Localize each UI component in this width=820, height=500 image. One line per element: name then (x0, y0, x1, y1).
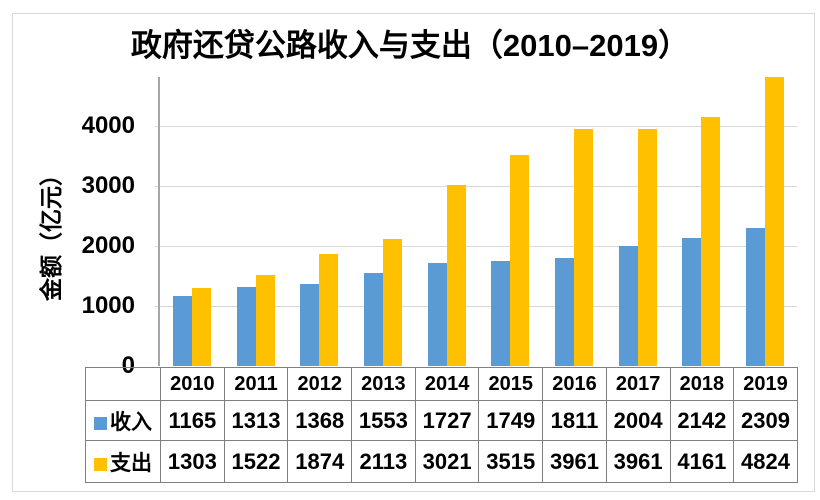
value-cell: 1522 (223, 440, 289, 483)
gridline (155, 305, 797, 307)
bar-expense (510, 155, 530, 366)
y-tick-label: 2000 (81, 232, 135, 260)
bar-income (746, 227, 766, 366)
bar-expense (446, 185, 466, 366)
value-cell: 1874 (287, 440, 353, 483)
value-cell: 1749 (478, 400, 544, 441)
bar-expense (191, 287, 211, 366)
bar-expense (765, 77, 785, 366)
bar-income (555, 257, 575, 366)
year-header-cell: 2018 (669, 367, 735, 401)
value-cell: 2004 (605, 400, 671, 441)
value-cell: 3961 (542, 440, 607, 483)
year-header-cell: 2014 (414, 367, 480, 401)
value-cell: 1303 (160, 440, 225, 483)
value-cell: 3515 (478, 440, 544, 483)
year-header-cell: 2012 (287, 367, 353, 401)
bar-expense (574, 128, 594, 366)
value-cell: 4824 (733, 440, 798, 483)
gridline (155, 245, 797, 247)
year-header-cell: 2013 (351, 367, 416, 401)
bar-income (236, 287, 256, 366)
data-table: 2010 2011 2012 2013 2014 2015 2016 2017 2018 2019… (85, 367, 798, 483)
gridline (155, 125, 797, 127)
value-cell: 1368 (287, 400, 353, 441)
year-header-cell: 2016 (542, 367, 607, 401)
value-cell: 2309 (733, 400, 798, 441)
bar-income (618, 245, 638, 366)
year-header-cell: 2017 (605, 367, 671, 401)
bar-income (682, 237, 702, 366)
value-cell: 1165 (160, 400, 225, 441)
year-header-cell: 2011 (223, 367, 289, 401)
legend-label: 支出 (110, 451, 152, 475)
y-tick-label: 1000 (81, 292, 135, 320)
value-cell: 3021 (414, 440, 480, 483)
y-axis-line (158, 77, 160, 366)
bar-income (427, 262, 447, 366)
year-header-cell: 2019 (733, 367, 798, 401)
value-cell: 1313 (223, 400, 289, 441)
legend-cell-income: 收入 (85, 400, 161, 441)
legend-label: 收入 (110, 410, 152, 434)
value-cell: 1727 (414, 400, 480, 441)
value-cell: 1553 (351, 400, 416, 441)
bar-expense (701, 116, 721, 366)
value-cell: 1811 (542, 400, 607, 441)
chart-frame (12, 13, 815, 492)
plot-area (159, 77, 797, 366)
bar-income (363, 272, 383, 366)
bar-expense (319, 253, 339, 366)
legend-swatch-expense-icon (94, 457, 107, 471)
y-tick-label: 4000 (81, 112, 135, 140)
year-header-cell: 2010 (160, 367, 225, 401)
value-cell: 2142 (669, 400, 735, 441)
value-cell: 3961 (605, 440, 671, 483)
value-cell: 4161 (669, 440, 735, 483)
bar-income (172, 296, 192, 366)
table-blank-cell (85, 367, 161, 401)
bar-expense (637, 128, 657, 366)
value-cell: 2113 (351, 440, 416, 483)
gridline (155, 185, 797, 187)
bar-expense (382, 239, 402, 366)
legend-cell-expense: 支出 (85, 440, 161, 483)
year-header-cell: 2015 (478, 367, 544, 401)
bar-income (491, 261, 511, 366)
y-tick-label: 3000 (81, 172, 135, 200)
bar-income (300, 284, 320, 366)
bar-expense (255, 274, 275, 366)
legend-swatch-income-icon (94, 416, 107, 430)
chart-title: 政府还贷公路收入与支出（2010–2019） (130, 28, 690, 63)
